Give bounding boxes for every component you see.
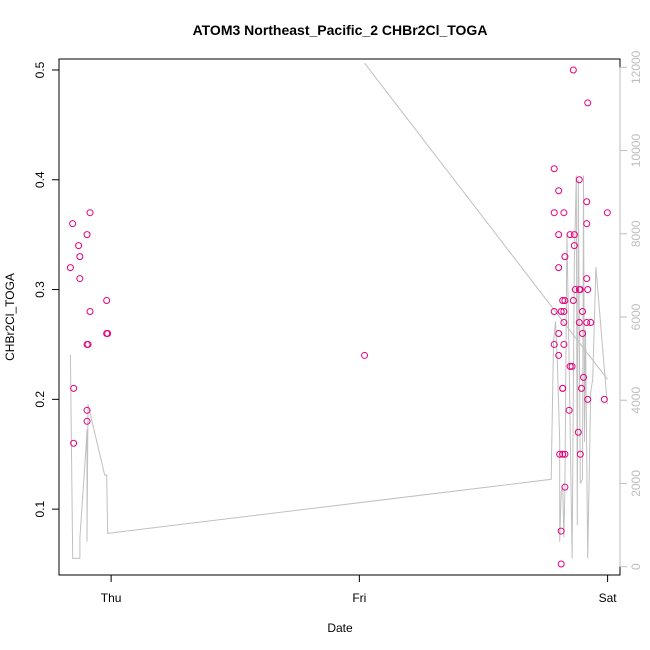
- data-point: [555, 351, 563, 359]
- data-point: [603, 209, 611, 217]
- data-point: [69, 220, 77, 228]
- data-point: [569, 66, 577, 74]
- data-point: [84, 340, 92, 348]
- data-point: [70, 384, 78, 392]
- y-axis-right: 0 2000 4000 6000 8000 10000 12000: [619, 50, 643, 570]
- data-point: [583, 220, 591, 228]
- data-point: [550, 165, 558, 173]
- y-tick-label-right: 0: [629, 563, 643, 570]
- data-point: [66, 264, 74, 272]
- data-point: [565, 406, 573, 414]
- data-point: [561, 483, 569, 491]
- data-point: [561, 450, 569, 458]
- y-tick-label-right: 2000: [629, 470, 643, 497]
- data-point: [557, 308, 565, 316]
- y-tick-label-right: 12000: [629, 50, 643, 84]
- data-point: [555, 329, 563, 337]
- data-point: [557, 560, 565, 568]
- data-point: [587, 318, 595, 326]
- data-point: [361, 351, 369, 359]
- data-point: [580, 373, 588, 381]
- data-point: [559, 450, 567, 458]
- data-point: [600, 395, 608, 403]
- data-point: [575, 318, 583, 326]
- data-point: [561, 297, 569, 305]
- x-tick-label: Thu: [101, 591, 122, 605]
- y-tick-label-right: 4000: [629, 387, 643, 414]
- x-tick-label: Fri: [352, 591, 366, 605]
- x-axis-label: Date: [327, 621, 353, 635]
- y-tick-label-left: 0.3: [33, 281, 47, 298]
- line-series-layer: [69, 62, 608, 559]
- data-point: [559, 297, 567, 305]
- y-tick-label-left: 0.5: [33, 61, 47, 78]
- data-point: [76, 253, 84, 261]
- data-point: [566, 231, 574, 239]
- data-point: [560, 308, 568, 316]
- y-axis-left: 0.1 0.2 0.3 0.4 0.5: [33, 61, 60, 517]
- data-point: [104, 329, 112, 337]
- data-point: [560, 209, 568, 217]
- data-point: [555, 187, 563, 195]
- data-point: [556, 450, 564, 458]
- x-tick-label: Sat: [599, 591, 618, 605]
- data-point: [569, 297, 577, 305]
- y-tick-label-right: 8000: [629, 220, 643, 247]
- y-tick-label-left: 0.1: [33, 500, 47, 517]
- data-point: [579, 308, 587, 316]
- data-point: [560, 318, 568, 326]
- data-point: [576, 286, 584, 294]
- data-point: [575, 176, 583, 184]
- data-point: [76, 275, 84, 283]
- data-point: [83, 406, 91, 414]
- data-point: [561, 253, 569, 261]
- line-series: [69, 175, 608, 559]
- data-point: [560, 340, 568, 348]
- data-point: [583, 275, 591, 283]
- data-point: [555, 231, 563, 239]
- data-point: [584, 99, 592, 107]
- data-point: [86, 209, 94, 217]
- data-point: [576, 450, 584, 458]
- y-tick-label-right: 10000: [629, 134, 643, 168]
- data-point: [83, 417, 91, 425]
- data-point: [555, 264, 563, 272]
- data-point: [571, 286, 579, 294]
- plot-area-border: [58, 58, 621, 576]
- data-point: [574, 428, 582, 436]
- data-point: [584, 395, 592, 403]
- data-point: [578, 384, 586, 392]
- data-point: [566, 362, 574, 370]
- y-tick-label-left: 0.4: [33, 171, 47, 188]
- data-point: [579, 329, 587, 337]
- data-point: [570, 231, 578, 239]
- y-tick-label-left: 0.2: [33, 391, 47, 408]
- data-point: [83, 231, 91, 239]
- data-point: [550, 308, 558, 316]
- data-point: [583, 198, 591, 206]
- y-tick-label-right: 6000: [629, 303, 643, 330]
- data-point: [550, 340, 558, 348]
- data-point: [70, 439, 78, 447]
- data-point: [550, 209, 558, 217]
- y-axis-label: CHBr2Cl_TOGA: [3, 273, 17, 361]
- data-point: [103, 297, 111, 305]
- data-point: [557, 527, 565, 535]
- chart-title: ATOM3 Northeast_Pacific_2 CHBr2Cl_TOGA: [193, 22, 488, 38]
- data-point: [570, 242, 578, 250]
- line-series: [364, 62, 608, 380]
- data-point: [559, 384, 567, 392]
- data-point: [584, 286, 592, 294]
- x-axis: Thu Fri Sat: [101, 574, 618, 605]
- data-point: [568, 362, 576, 370]
- data-point: [75, 242, 83, 250]
- scatter-series-layer: [66, 66, 611, 568]
- data-point: [583, 318, 591, 326]
- data-point: [86, 308, 94, 316]
